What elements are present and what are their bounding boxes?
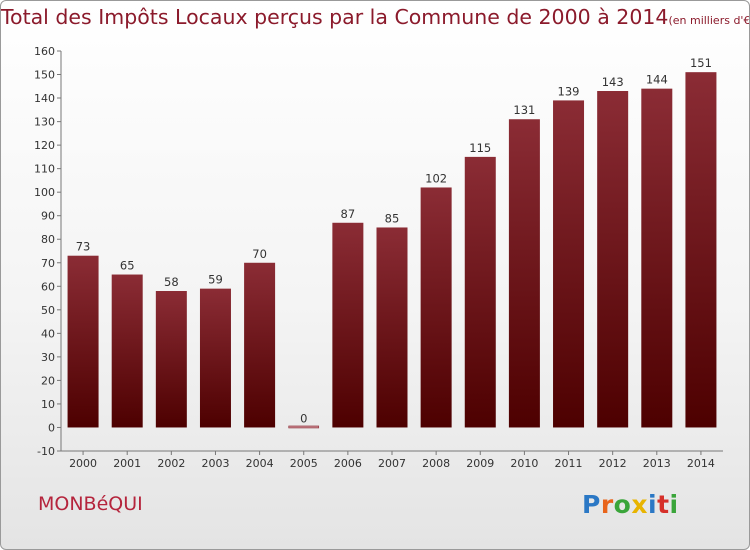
bar-2007	[376, 227, 408, 428]
bar-2000	[67, 255, 99, 428]
y-tick-label: 30	[41, 351, 55, 364]
y-tick-label: 160	[34, 45, 55, 58]
x-tick-label: 2000	[69, 457, 97, 470]
data-label: 0	[300, 411, 307, 425]
y-tick-label: -10	[37, 445, 55, 458]
data-label: 144	[646, 73, 668, 87]
x-tick-label: 2009	[466, 457, 494, 470]
bar-2006	[332, 222, 364, 428]
data-labels: 73 65 58 59 70 0 87 85 102 115 131 139 143 144 151	[76, 56, 712, 425]
y-tick-label: 0	[48, 421, 55, 434]
logo-letter: P	[582, 490, 601, 519]
x-tick-label: 2003	[201, 457, 229, 470]
data-label: 115	[469, 141, 491, 155]
y-tick-label: 150	[34, 69, 55, 82]
x-tick-label: 2004	[246, 457, 274, 470]
bar-2002	[155, 291, 187, 428]
data-label: 102	[425, 171, 447, 185]
bar-2005	[288, 425, 320, 429]
bar-2004	[244, 262, 276, 428]
y-tick-label: 130	[34, 116, 55, 129]
y-tick-label: 120	[34, 139, 55, 152]
bar-2001	[111, 274, 143, 428]
data-label: 143	[602, 75, 624, 89]
data-label: 65	[120, 259, 135, 273]
x-tick-label: 2010	[510, 457, 538, 470]
y-tick-label: 50	[41, 304, 55, 317]
y-tick-label: 90	[41, 210, 55, 223]
chart-title-main: Total des Impôts Locaux perçus par la Co…	[1, 5, 669, 29]
data-label: 85	[385, 211, 400, 225]
data-label: 70	[252, 247, 267, 261]
y-tick-label: 60	[41, 280, 55, 293]
y-tick-label: 100	[34, 186, 55, 199]
bar-2012	[597, 91, 629, 428]
data-label: 73	[76, 240, 91, 254]
y-tick-label: 140	[34, 92, 55, 105]
x-tick-label: 2012	[599, 457, 627, 470]
x-tick-label: 2002	[157, 457, 185, 470]
commune-name: MONBéQUI	[38, 493, 143, 515]
logo-letter: o	[613, 490, 632, 519]
x-tick-label: 2011	[555, 457, 583, 470]
bar-2008	[420, 187, 452, 428]
proxiti-logo: Proxiti	[582, 490, 679, 519]
y-tick-label: 40	[41, 327, 55, 340]
data-label: 87	[341, 207, 356, 221]
chart-title: Total des Impôts Locaux perçus par la Co…	[1, 5, 750, 29]
logo-letter: r	[600, 490, 614, 519]
data-label: 59	[208, 273, 223, 287]
bar-2009	[464, 156, 496, 428]
bar-2003	[199, 288, 231, 428]
x-tick-label: 2014	[687, 457, 715, 470]
data-label: 151	[690, 56, 712, 70]
x-tick-label: 2008	[422, 457, 450, 470]
bar-2013	[641, 88, 673, 428]
x-tick-label: 2007	[378, 457, 406, 470]
data-label: 139	[558, 84, 580, 98]
data-label: 58	[164, 275, 179, 289]
bars	[67, 72, 717, 429]
y-tick-label: 110	[34, 163, 55, 176]
y-tick-label: 20	[41, 374, 55, 387]
x-tick-label: 2013	[643, 457, 671, 470]
x-tick-label: 2005	[290, 457, 318, 470]
bar-2014	[685, 72, 717, 428]
bar-2011	[553, 100, 585, 428]
logo-letter: i	[669, 490, 679, 519]
bar-2010	[508, 119, 540, 428]
y-tick-label: 10	[41, 398, 55, 411]
axes: -100102030405060708090100110120130140150…	[34, 45, 723, 470]
y-tick-label: 80	[41, 233, 55, 246]
x-tick-label: 2006	[334, 457, 362, 470]
y-tick-label: 70	[41, 257, 55, 270]
logo-letter: x	[631, 490, 648, 519]
x-tick-label: 2001	[113, 457, 141, 470]
logo-letter: t	[657, 490, 670, 519]
data-label: 131	[513, 103, 535, 117]
chart-title-unit: (en milliers d'€)	[668, 14, 750, 27]
logo-letter: i	[648, 490, 658, 519]
